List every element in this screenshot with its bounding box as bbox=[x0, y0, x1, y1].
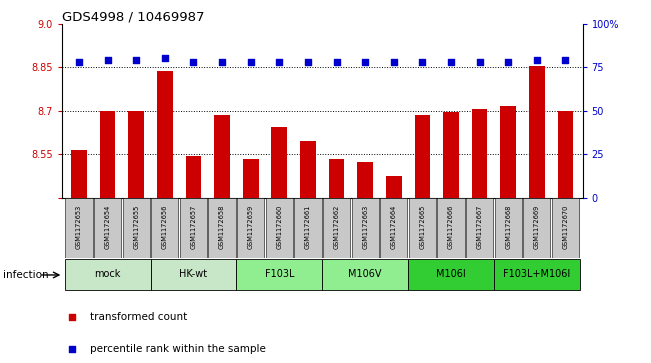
Text: GDS4998 / 10469987: GDS4998 / 10469987 bbox=[62, 11, 204, 24]
Point bbox=[475, 59, 485, 65]
Bar bbox=[409, 198, 436, 258]
Bar bbox=[352, 198, 379, 258]
Point bbox=[331, 59, 342, 65]
Point bbox=[446, 59, 456, 65]
Bar bbox=[552, 198, 579, 258]
Point bbox=[561, 57, 571, 63]
Point bbox=[67, 314, 77, 320]
Text: GSM1172655: GSM1172655 bbox=[133, 204, 139, 249]
Bar bbox=[322, 260, 408, 290]
Point bbox=[67, 346, 77, 352]
Text: mock: mock bbox=[94, 269, 121, 279]
Text: GSM1172654: GSM1172654 bbox=[105, 204, 111, 249]
Text: GSM1172670: GSM1172670 bbox=[562, 204, 568, 249]
Bar bbox=[237, 198, 264, 258]
Text: GSM1172663: GSM1172663 bbox=[362, 204, 368, 249]
Text: GSM1172653: GSM1172653 bbox=[76, 204, 82, 249]
Text: GSM1172656: GSM1172656 bbox=[162, 204, 168, 249]
Text: GSM1172665: GSM1172665 bbox=[419, 204, 425, 249]
Text: GSM1172662: GSM1172662 bbox=[333, 204, 340, 249]
Bar bbox=[558, 111, 574, 198]
Bar bbox=[501, 106, 516, 198]
Bar bbox=[64, 260, 150, 290]
Point bbox=[159, 56, 170, 61]
Bar bbox=[271, 127, 287, 198]
Bar bbox=[408, 260, 494, 290]
Text: transformed count: transformed count bbox=[90, 312, 187, 322]
Bar bbox=[243, 159, 258, 198]
Bar bbox=[443, 112, 459, 198]
Text: M106I: M106I bbox=[436, 269, 466, 279]
Bar bbox=[323, 198, 350, 258]
Point bbox=[245, 59, 256, 65]
Bar bbox=[94, 198, 121, 258]
Text: GSM1172658: GSM1172658 bbox=[219, 204, 225, 249]
Bar bbox=[415, 115, 430, 198]
Text: GSM1172667: GSM1172667 bbox=[477, 204, 482, 249]
Bar bbox=[151, 198, 178, 258]
Point bbox=[360, 59, 370, 65]
Text: infection: infection bbox=[3, 270, 49, 280]
Bar bbox=[100, 111, 115, 198]
Point bbox=[217, 59, 227, 65]
Text: GSM1172659: GSM1172659 bbox=[248, 204, 254, 249]
Text: GSM1172661: GSM1172661 bbox=[305, 204, 311, 249]
Bar bbox=[523, 198, 551, 258]
Text: percentile rank within the sample: percentile rank within the sample bbox=[90, 344, 266, 354]
Point bbox=[417, 59, 428, 65]
Text: HK-wt: HK-wt bbox=[180, 269, 208, 279]
Bar bbox=[266, 198, 293, 258]
Bar bbox=[186, 156, 201, 198]
Point bbox=[188, 59, 199, 65]
Bar bbox=[357, 162, 373, 198]
Bar bbox=[180, 198, 207, 258]
Point bbox=[389, 59, 399, 65]
Bar bbox=[495, 198, 522, 258]
Bar bbox=[386, 176, 402, 198]
Text: F103L: F103L bbox=[264, 269, 294, 279]
Bar bbox=[150, 260, 236, 290]
Bar bbox=[71, 150, 87, 198]
Text: F103L+M106I: F103L+M106I bbox=[503, 269, 570, 279]
Bar bbox=[65, 198, 92, 258]
Text: GSM1172666: GSM1172666 bbox=[448, 204, 454, 249]
Text: GSM1172660: GSM1172660 bbox=[276, 204, 283, 249]
Bar bbox=[208, 198, 236, 258]
Text: GSM1172668: GSM1172668 bbox=[505, 204, 511, 249]
Bar bbox=[466, 198, 493, 258]
Point bbox=[131, 57, 141, 63]
Bar bbox=[122, 198, 150, 258]
Bar bbox=[294, 198, 322, 258]
Bar bbox=[472, 109, 488, 198]
Point bbox=[503, 59, 514, 65]
Point bbox=[274, 59, 284, 65]
Bar bbox=[380, 198, 408, 258]
Bar bbox=[128, 111, 144, 198]
Bar bbox=[214, 115, 230, 198]
Point bbox=[74, 59, 84, 65]
Bar bbox=[494, 260, 580, 290]
Text: M106V: M106V bbox=[348, 269, 382, 279]
Point bbox=[532, 57, 542, 63]
Text: GSM1172657: GSM1172657 bbox=[191, 204, 197, 249]
Point bbox=[303, 59, 313, 65]
Bar bbox=[329, 159, 344, 198]
Bar bbox=[437, 198, 465, 258]
Bar bbox=[157, 71, 173, 198]
Point bbox=[102, 57, 113, 63]
Bar bbox=[529, 66, 545, 198]
Bar bbox=[300, 141, 316, 198]
Text: GSM1172669: GSM1172669 bbox=[534, 204, 540, 249]
Text: GSM1172664: GSM1172664 bbox=[391, 204, 396, 249]
Bar bbox=[236, 260, 322, 290]
